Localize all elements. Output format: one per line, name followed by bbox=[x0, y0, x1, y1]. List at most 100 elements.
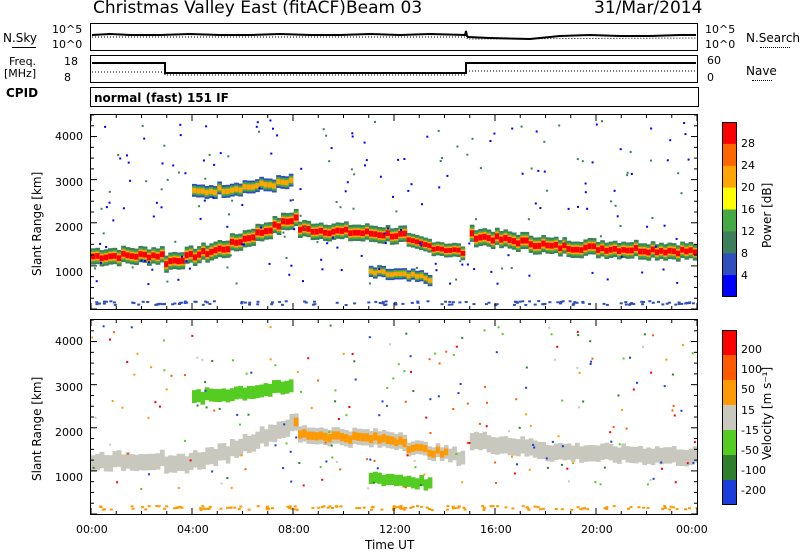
power-speck-87 bbox=[235, 282, 238, 285]
power-speck-7 bbox=[104, 125, 107, 128]
velocity-speck-0 bbox=[673, 414, 676, 417]
velocity-band-1-10-0 bbox=[205, 447, 210, 465]
velocity-ground-36 bbox=[481, 505, 485, 507]
velocity-speck-34 bbox=[455, 345, 458, 348]
power-band-1-13-3 bbox=[217, 245, 223, 252]
power-speck-179 bbox=[283, 235, 286, 238]
velocity-speck-154 bbox=[686, 462, 689, 465]
power-cbar-label: Power [dB] bbox=[760, 182, 774, 248]
velocity-ground-121 bbox=[482, 506, 486, 509]
power-speck-108 bbox=[282, 231, 285, 234]
velocity-cbar-label: Velocity [m s⁻¹] bbox=[760, 366, 774, 460]
velocity-ground-104 bbox=[326, 506, 330, 509]
power-ground-31 bbox=[185, 301, 189, 304]
velocity-band-0-8-0 bbox=[125, 452, 131, 469]
power-band-7-0-2 bbox=[192, 187, 197, 193]
velocity-band-8-5-0 bbox=[389, 473, 395, 485]
power-band-1-1-3 bbox=[168, 258, 173, 265]
velocity-band-5-3-0 bbox=[482, 431, 488, 449]
velocity-ground-85 bbox=[661, 507, 665, 510]
velocity-speck-106 bbox=[594, 481, 597, 484]
velocity-band-3-4-1 bbox=[314, 432, 320, 441]
power-speck-62 bbox=[140, 259, 143, 262]
power-speck-173 bbox=[339, 206, 342, 209]
velocity-speck-39 bbox=[532, 444, 535, 446]
velocity-speck-41 bbox=[317, 379, 320, 382]
velocity-ground-56 bbox=[504, 506, 508, 509]
velocity-ground-77 bbox=[603, 507, 607, 510]
power-ground-16 bbox=[548, 301, 552, 304]
vel-cbar-swatch-2 bbox=[722, 380, 737, 406]
freq-trace bbox=[92, 62, 696, 74]
power-band-4-5-3 bbox=[427, 243, 432, 249]
power-band-5-13-3 bbox=[524, 237, 530, 244]
velocity-band-5-0-0 bbox=[469, 433, 475, 451]
velocity-band-3-24-1 bbox=[398, 436, 403, 445]
velocity-band-1-11-0 bbox=[209, 447, 214, 465]
power-speck-38 bbox=[363, 141, 366, 144]
velocity-ground-137 bbox=[583, 507, 587, 510]
vel-cbar-frame bbox=[722, 330, 737, 505]
power-ground-42 bbox=[103, 300, 106, 303]
velocity-band-5-14-0 bbox=[528, 438, 534, 456]
velocity-ground-110 bbox=[203, 507, 207, 510]
power-ground-123 bbox=[131, 301, 135, 304]
power-ground-29 bbox=[640, 300, 644, 303]
velocity-ground-7 bbox=[396, 505, 400, 508]
velocity-band-3-8-1 bbox=[331, 431, 337, 440]
velocity-speck-180 bbox=[515, 398, 518, 401]
power-cbar-tick-24: 24 bbox=[741, 159, 755, 172]
velocity-speck-103 bbox=[632, 388, 635, 391]
velocity-speck-108 bbox=[578, 371, 581, 374]
velocity-speck-171 bbox=[163, 369, 166, 372]
power-speck-58 bbox=[99, 242, 102, 245]
velocity-band-2-10-0 bbox=[272, 425, 278, 443]
power-ground-82 bbox=[378, 302, 382, 304]
velocity-ground-72 bbox=[527, 508, 531, 511]
velocity-band-2-4-0 bbox=[246, 436, 252, 454]
velocity-speck-69 bbox=[556, 345, 559, 348]
power-speck-205 bbox=[131, 266, 134, 269]
power-band-7-21-2 bbox=[280, 179, 286, 185]
velocity-band-6-26-0 bbox=[654, 446, 660, 463]
power-band-8-0-2 bbox=[368, 269, 374, 274]
velocity-speck-75 bbox=[651, 334, 654, 337]
power-ground-73 bbox=[212, 300, 216, 303]
velocity-ground-50 bbox=[425, 506, 429, 509]
power-band-7-6-2 bbox=[217, 185, 222, 191]
velocity-speck-93 bbox=[636, 381, 638, 384]
velocity-ground-91 bbox=[317, 506, 321, 509]
power-speck-60 bbox=[392, 195, 394, 198]
velocity-ground-39 bbox=[482, 508, 486, 511]
power-band-4-6-3 bbox=[431, 246, 437, 252]
velocity-speck-91 bbox=[660, 461, 663, 464]
velocity-speck-54 bbox=[247, 413, 250, 416]
velocity-band-1-0-0 bbox=[164, 456, 169, 474]
velocity-band-7-7-0 bbox=[221, 388, 227, 402]
velocity-band-6-4-0 bbox=[562, 443, 567, 461]
velocity-speck-138 bbox=[274, 444, 277, 447]
power-speck-214 bbox=[231, 199, 234, 202]
date-label: 31/Mar/2014 bbox=[594, 0, 703, 18]
power-band-1-7-3 bbox=[192, 254, 198, 261]
velocity-speck-199 bbox=[413, 459, 416, 462]
power-speck-185 bbox=[177, 278, 180, 281]
power-ground-108 bbox=[524, 303, 528, 306]
power-speck-55 bbox=[129, 179, 132, 182]
velocity-band-4-9-1 bbox=[444, 448, 449, 456]
vel-ytick-3000: 3000 bbox=[55, 381, 83, 394]
power-ground-119 bbox=[205, 301, 209, 304]
power-band-5-2-3 bbox=[478, 234, 483, 241]
power-ground-24 bbox=[416, 301, 420, 304]
power-ground-91 bbox=[494, 304, 498, 306]
velocity-ground-61 bbox=[331, 507, 334, 509]
power-speck-208 bbox=[228, 213, 230, 216]
power-band-1-3-3 bbox=[176, 258, 182, 265]
velocity-speck-48 bbox=[429, 432, 432, 434]
velocity-band-6-8-0 bbox=[579, 446, 584, 463]
power-speck-5 bbox=[184, 172, 187, 175]
velocity-speck-194 bbox=[112, 331, 115, 334]
power-band-0-8-3 bbox=[125, 252, 131, 259]
power-band-6-2-3 bbox=[553, 242, 559, 248]
velocity-speck-206 bbox=[674, 481, 677, 484]
